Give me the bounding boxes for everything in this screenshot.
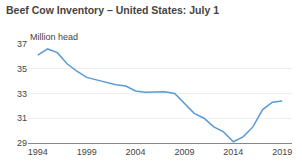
svg-text:31: 31	[17, 113, 27, 123]
svg-text:37: 37	[17, 39, 27, 49]
svg-text:2014: 2014	[223, 147, 243, 157]
svg-text:35: 35	[17, 64, 27, 74]
svg-text:2004: 2004	[126, 147, 146, 157]
svg-text:33: 33	[17, 89, 27, 99]
svg-text:Million head: Million head	[30, 32, 78, 42]
svg-text:2019: 2019	[272, 147, 292, 157]
svg-text:2009: 2009	[174, 147, 194, 157]
svg-text:1994: 1994	[28, 147, 48, 157]
svg-text:Beef Cow Inventory – United St: Beef Cow Inventory – United States: July…	[6, 4, 219, 16]
svg-text:1999: 1999	[77, 147, 97, 157]
svg-text:29: 29	[17, 138, 27, 148]
